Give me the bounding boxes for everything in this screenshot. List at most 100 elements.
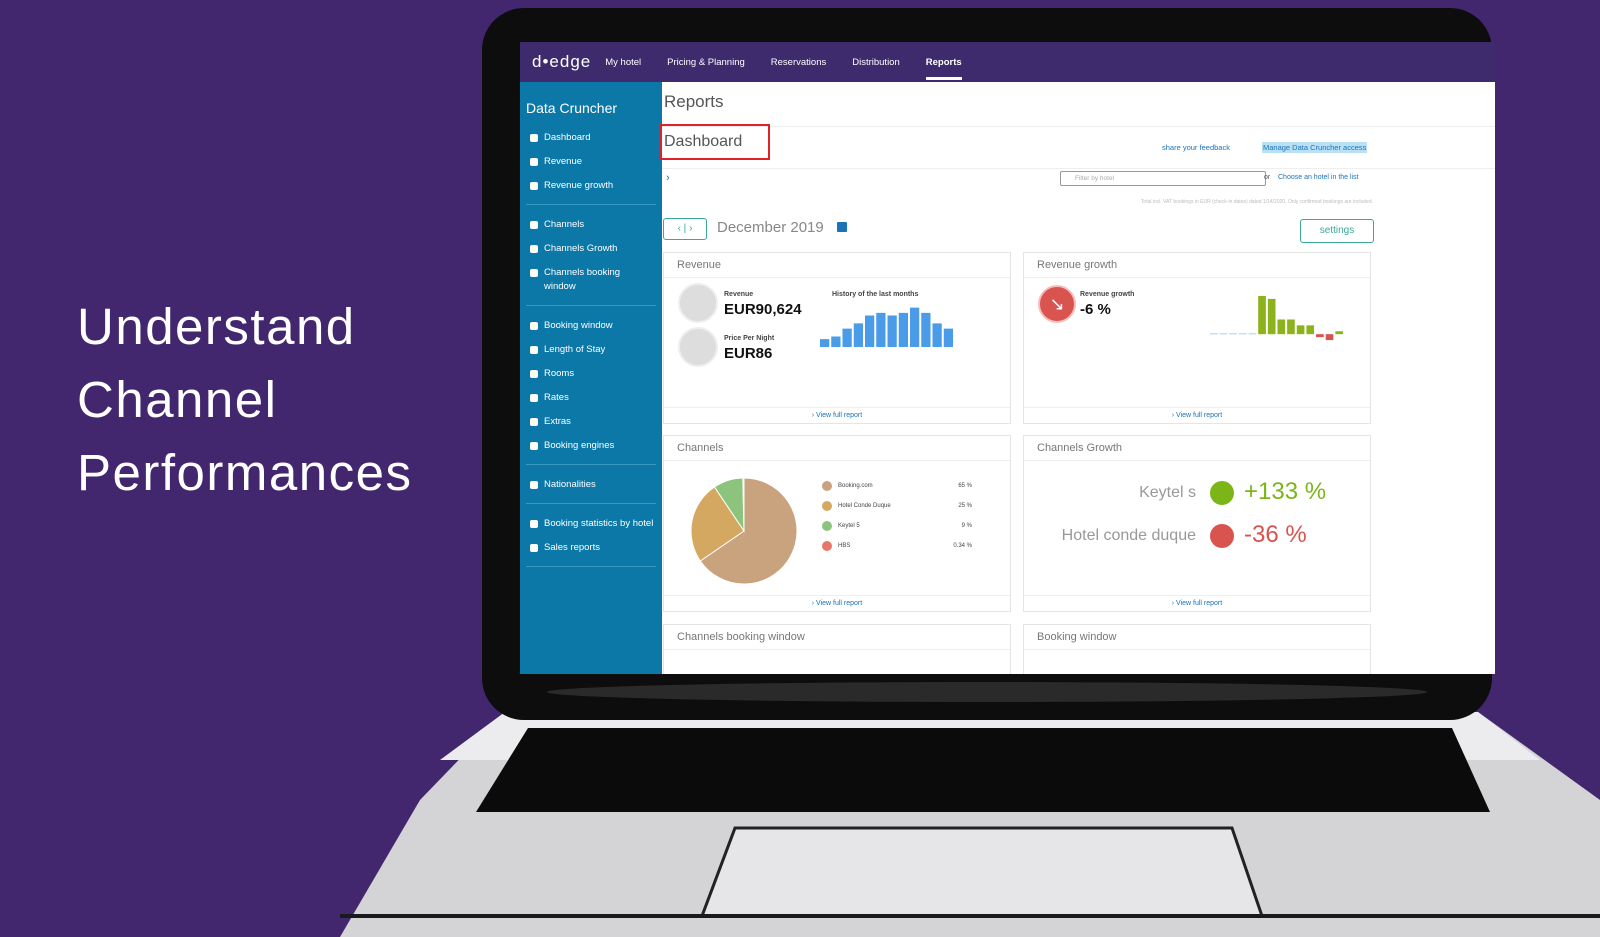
icon — [530, 370, 538, 378]
channel-name: Keytel s — [1139, 484, 1196, 501]
sidebar-item[interactable]: Channels — [526, 213, 656, 237]
legend-row: Hotel Conde Duque 25 % — [822, 500, 972, 512]
bar — [921, 312, 931, 347]
pie-chart — [690, 477, 798, 585]
bar — [865, 315, 875, 347]
card-title: Revenue growth — [1024, 253, 1370, 278]
sidebar-label: Sales reports — [544, 542, 600, 553]
or-text: or — [1264, 174, 1271, 181]
sidebar-item[interactable]: Length of Stay — [526, 338, 656, 362]
icon — [530, 442, 538, 450]
expand-arrow[interactable]: › — [666, 172, 670, 184]
bar — [1219, 333, 1228, 335]
sidebar-label: Rates — [544, 392, 569, 403]
kpi-label: Revenue growth — [1080, 291, 1135, 298]
icon — [530, 520, 538, 528]
month: December 2019 — [717, 219, 824, 236]
sidebar-group: Channels Channels Growth Channels booking … — [526, 213, 656, 306]
sidebar-item[interactable]: Booking window — [526, 314, 656, 338]
sidebar: Data Cruncher Dashboard Revenue Revenue gr… — [520, 82, 662, 674]
calendar-icon[interactable] — [837, 222, 847, 232]
sidebar-item[interactable]: Booking engines — [526, 434, 656, 458]
month-arrows[interactable]: ‹ | › — [663, 218, 707, 240]
legend-value: 65 % — [958, 483, 972, 489]
sidebar-item[interactable]: Extras — [526, 410, 656, 434]
sidebar-item[interactable]: Dashboard — [526, 126, 656, 150]
sidebar-item[interactable]: Channels booking window — [526, 261, 656, 299]
legend-value: 25 % — [958, 503, 972, 509]
channel-name: Hotel conde duque — [1061, 527, 1196, 544]
card-title: Channels — [664, 436, 1010, 461]
sidebar-item[interactable]: Revenue — [526, 150, 656, 174]
icon — [678, 283, 718, 323]
nav-item[interactable]: Reports — [925, 45, 962, 80]
nav-item[interactable]: Pricing & Planning — [667, 56, 745, 68]
icon — [678, 327, 718, 367]
sidebar-label: Extras — [544, 416, 571, 427]
sidebar-label: Booking window — [544, 320, 613, 331]
view-link[interactable]: › View full report — [1024, 407, 1370, 419]
filter-input[interactable]: Filter by hotel — [1060, 171, 1266, 186]
sidebar-label: Rooms — [544, 368, 575, 379]
access-link[interactable]: Manage Data Cruncher access — [1262, 142, 1368, 153]
sidebar-item[interactable]: Booking statistics by hotel — [526, 512, 656, 536]
sidebar-item[interactable]: Rates — [526, 386, 656, 410]
revenue-card: Revenue Revenue EUR90,624 Price Per Nigh… — [663, 252, 1011, 424]
headline-line: Performances — [77, 444, 413, 501]
sidebar-label: Channels — [544, 219, 585, 230]
icon — [530, 245, 538, 253]
nav-item[interactable]: Distribution — [852, 56, 900, 68]
nav-item[interactable]: My hotel — [605, 56, 642, 68]
sidebar-label: Booking statistics by hotel — [544, 518, 654, 529]
screen: d•edge My hotel Pricing & Planning Reserva… — [520, 42, 1495, 674]
legend-name: HBS — [838, 543, 851, 549]
note: Total incl. VAT bookings in EUR (check-i… — [1140, 199, 1373, 205]
growth-row: Hotel conde duque -36 % — [1024, 521, 1364, 551]
sidebar-item[interactable]: Channels Growth — [526, 237, 656, 261]
kpi-value: EUR86 — [724, 345, 773, 362]
legend-dot — [822, 541, 832, 551]
nav-item[interactable]: Reservations — [770, 56, 827, 68]
icon — [530, 418, 538, 426]
bar — [1316, 334, 1324, 338]
sidebar-group: Nationalities — [526, 473, 656, 504]
icon — [530, 322, 538, 330]
bar — [820, 339, 830, 347]
icon — [530, 158, 538, 166]
sidebar-item[interactable]: Rooms — [526, 362, 656, 386]
bar — [1287, 319, 1295, 335]
icon — [530, 269, 538, 277]
sidebar-item[interactable]: Revenue growth — [526, 174, 656, 198]
feedback-link[interactable]: share your feedback — [1162, 143, 1230, 152]
bar — [1248, 333, 1257, 335]
legend-row: HBS 0.34 % — [822, 540, 972, 552]
chart-label: History of the last months — [832, 291, 919, 298]
view-link[interactable]: › View full report — [1024, 595, 1370, 607]
bar — [853, 323, 863, 347]
choose-link[interactable]: Choose an hotel in the list — [1278, 174, 1359, 181]
card-title: Channels Growth — [1024, 436, 1370, 461]
pie-slice — [742, 477, 745, 532]
sidebar-item[interactable]: Sales reports — [526, 536, 656, 560]
trend-icon — [1210, 524, 1234, 548]
legend-name: Keytel 5 — [838, 523, 860, 529]
sidebar-item[interactable]: Nationalities — [526, 473, 656, 497]
growth-value: +133 % — [1244, 478, 1327, 505]
divider — [662, 126, 1495, 127]
divider — [662, 168, 1495, 169]
bar — [1306, 325, 1315, 335]
view-link[interactable]: › View full report — [664, 595, 1010, 607]
sidebar-label: Nationalities — [544, 479, 596, 490]
trend-icon — [1210, 481, 1234, 505]
bar — [1335, 331, 1343, 335]
bar — [842, 328, 852, 347]
icon — [530, 544, 538, 552]
legend-name: Hotel Conde Duque — [838, 503, 891, 509]
legend-dot — [822, 481, 832, 491]
view-link[interactable]: › View full report — [664, 407, 1010, 419]
logo[interactable]: d•edge — [532, 52, 592, 71]
sidebar-label: Revenue — [544, 156, 583, 167]
bar — [1258, 295, 1266, 335]
settings-button[interactable]: settings — [1300, 219, 1374, 243]
headline-line: Understand — [77, 298, 356, 355]
